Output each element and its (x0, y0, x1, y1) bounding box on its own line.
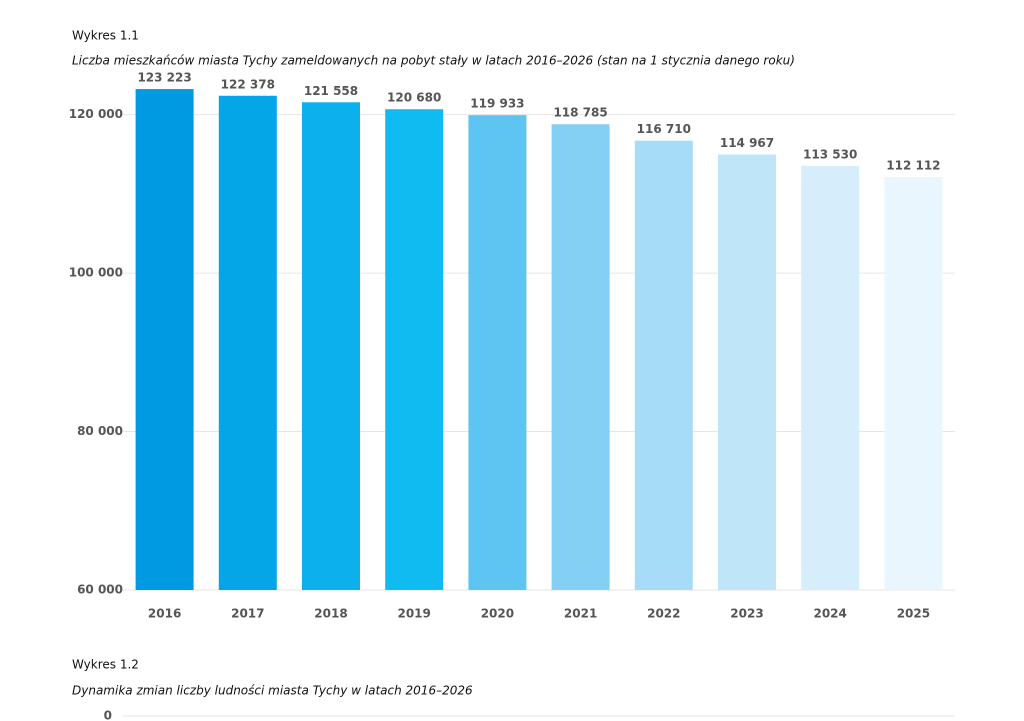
value-label: 114 967 (720, 136, 774, 150)
x-tick-label: 2018 (314, 607, 347, 621)
x-tick-label: 2016 (148, 607, 181, 621)
value-label: 116 710 (637, 122, 691, 136)
y-tick-label: 120 000 (69, 107, 123, 121)
x-tick-label: 2022 (647, 607, 680, 621)
bar (551, 124, 610, 591)
bar (302, 102, 360, 590)
bar (468, 115, 527, 590)
value-label: 119 933 (470, 97, 524, 111)
x-tick-label: 2019 (397, 607, 430, 621)
x-tick-label: 2023 (730, 607, 763, 621)
value-label: 112 112 (886, 159, 940, 173)
bar (135, 89, 194, 590)
chart-title: Dynamika zmian liczby ludności miasta Ty… (72, 684, 473, 698)
bar (884, 177, 943, 590)
chart-label: Wykres 1.1 (72, 29, 139, 43)
x-tick-label: 2017 (231, 607, 264, 621)
value-label: 121 558 (304, 84, 358, 98)
bar (718, 154, 776, 590)
y-tick-label: 80 000 (77, 424, 123, 438)
value-label: 123 223 (137, 71, 191, 85)
chart-title: Liczba mieszkańców miasta Tychy zameldow… (72, 54, 795, 68)
x-tick-label: 2020 (481, 607, 514, 621)
bar (634, 140, 693, 590)
value-label: 120 680 (387, 91, 441, 105)
value-label: 122 378 (221, 77, 275, 91)
x-tick-label: 2024 (813, 607, 846, 621)
x-tick-label: 2021 (564, 607, 597, 621)
bar (801, 165, 860, 590)
value-label: 113 530 (803, 147, 857, 161)
bar (385, 109, 444, 590)
bar (218, 95, 277, 591)
y-tick-label: 60 000 (77, 583, 123, 597)
y-tick-label: 100 000 (69, 266, 123, 280)
y-tick-label: 0 (104, 709, 112, 721)
value-label: 118 785 (553, 106, 607, 120)
x-tick-label: 2025 (897, 607, 930, 621)
chart-label: Wykres 1.2 (72, 658, 139, 672)
